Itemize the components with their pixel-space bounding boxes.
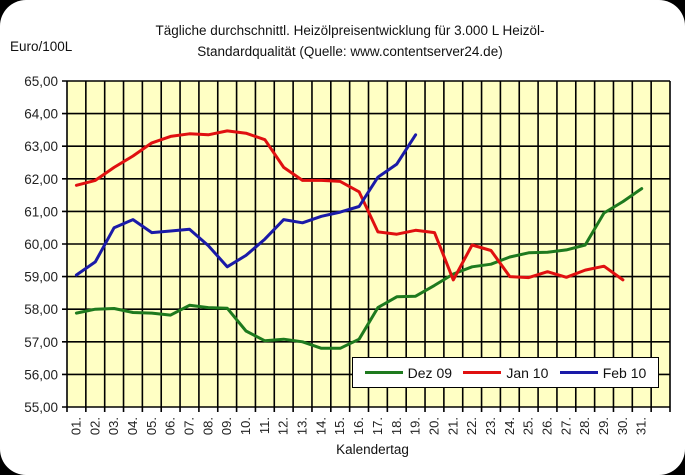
x-tick-label: 23. [483,417,498,435]
y-tick-label: 55,00 [24,400,58,415]
x-tick-label: 24. [502,417,517,435]
x-tick-label: 14. [313,417,328,435]
y-tick-label: 60,00 [24,237,58,252]
x-tick-label: 02. [87,417,102,435]
legend-item-feb-10: Feb 10 [559,364,647,381]
x-tick-label: 08. [200,417,215,435]
legend-swatch-red [463,371,502,374]
x-tick-label: 04. [125,417,140,435]
x-tick-label: 22. [464,417,479,435]
y-tick-label: 56,00 [24,367,58,382]
legend-item-dez-09: Dez 09 [364,364,453,381]
x-tick-label: 07. [181,417,196,435]
series-line-dez-09 [74,187,644,350]
x-tick-label: 03. [106,417,121,435]
x-tick-label: 13. [295,417,310,435]
y-tick-label: 65,00 [24,74,58,89]
y-tick-label: 59,00 [24,270,58,285]
y-tick-label: 62,00 [24,172,58,187]
y-tick-label: 63,00 [24,139,58,154]
x-tick-label: 16. [351,417,366,435]
x-tick-label: 09. [219,417,234,435]
x-tick-label: 06. [163,417,178,435]
x-tick-label: 28. [577,417,592,435]
legend-item-jan-10: Jan 10 [463,365,548,381]
chart-title-line-1: Tägliche durchschnittl. Heizölpreisentwi… [155,23,545,38]
x-tick-label: 18. [389,417,404,435]
y-tick-label: 58,00 [24,302,58,317]
x-tick-label: 26. [540,417,555,435]
y-axis-label: Euro/100L [10,39,73,54]
series-line-jan-10 [74,129,625,282]
x-axis-label: Kalendertag [336,442,409,457]
chart-title-line-2: Standardqualität (Quelle: www.contentser… [197,44,503,59]
x-tick-label: 31. [634,417,649,435]
legend-swatch-green [364,371,403,374]
x-tick-label: 30. [615,417,630,435]
x-tick-label: 25. [521,417,536,435]
y-tick-label: 64,00 [24,107,58,122]
x-tick-label: 15. [332,417,347,435]
y-tick-label: 61,00 [24,204,58,219]
x-tick-label: 11. [257,417,272,434]
legend-label: Feb 10 [602,364,647,381]
x-tick-label: 05. [144,417,159,435]
x-tick-label: 19. [408,417,423,435]
legend-label: Jan 10 [506,364,549,381]
y-tick-label: 57,00 [24,335,58,350]
x-tick-label: 20. [426,417,441,435]
x-tick-label: 01. [68,417,83,435]
x-tick-label: 17. [370,417,385,435]
legend: Dez 09 Jan 10 Feb 10 [352,357,659,388]
x-tick-label: 29. [596,417,611,435]
chart-title: Tägliche durchschnittl. Heizölpreisentwi… [100,20,600,62]
x-tick-label: 10. [238,417,253,435]
x-tick-label: 12. [276,417,291,435]
series-line-feb-10 [74,133,418,277]
x-tick-label: 27. [558,417,573,435]
x-tick-label: 21. [445,417,460,435]
legend-label: Dez 09 [407,364,453,381]
legend-swatch-blue [559,371,598,374]
